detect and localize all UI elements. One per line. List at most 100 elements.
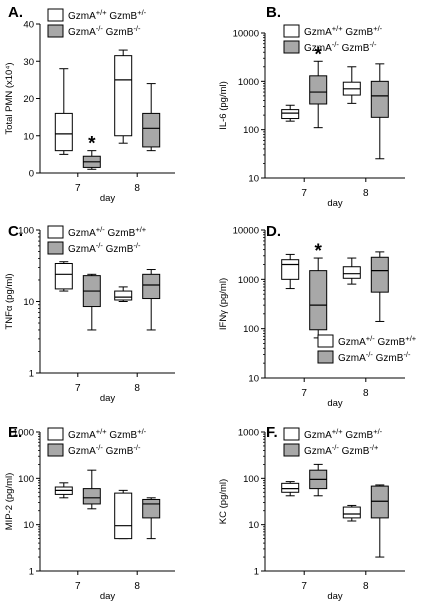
panel-a-y-tick-label: 0	[29, 169, 34, 180]
panel-b-legend-label-ko: GzmA-/- GzmB-/-	[304, 40, 377, 54]
panel-e-x-axis-title: day	[100, 591, 116, 601]
panel-c-wt-box	[54, 262, 73, 290]
panel-c-x-tick-label: 8	[134, 383, 140, 394]
panel-e-ko-box	[142, 498, 161, 519]
panel-d-legend-label-wt: GzmA+/- GzmB+/+	[338, 334, 417, 348]
panel-b-y-tick-label: 10000	[233, 29, 259, 40]
panel-e-legend-swatch-ko	[47, 443, 64, 457]
panel-e-y-tick-label: 1	[29, 567, 34, 578]
panel-f-x-tick-label: 8	[363, 581, 369, 592]
panel-b-legend-swatch-wt	[283, 24, 300, 38]
panel-f-legend-label-wt: GzmA+/+ GzmB+/-	[304, 427, 383, 441]
panel-a-letter: A.	[8, 4, 23, 21]
panel-f-x-axis-title: day	[327, 591, 343, 601]
panel-e-y-tick-label: 1000	[13, 428, 34, 439]
panel-e-legend-swatch-wt	[47, 427, 64, 441]
panel-c-y-tick-label: 10	[23, 297, 34, 308]
panel-b-y-tick-label: 1000	[238, 77, 259, 88]
panel-e-legend-label-wt: GzmA+/+ GzmB+/-	[68, 427, 147, 441]
panel-b-wt-box	[281, 109, 300, 120]
panel-f-letter: F.	[266, 424, 278, 441]
panel-b-y-tick-label: 10	[248, 174, 259, 185]
panel-b-legend-swatch-ko	[283, 40, 300, 54]
panel-d-y-tick-label: 10	[248, 374, 259, 385]
panel-a-wt-box	[114, 55, 133, 137]
panel-b-significance-star: *	[314, 44, 322, 65]
panel-b-ko-box	[370, 80, 389, 118]
panel-a-y-axis-title: Total PMN (x10⁴)	[4, 62, 15, 134]
panel-d-y-tick-label: 100	[243, 324, 259, 335]
panel-a-wt-box	[54, 112, 73, 152]
panel-a-y-tick-label: 40	[23, 20, 34, 31]
panel-e-x-tick-label: 7	[75, 581, 81, 592]
panel-e-wt-box	[114, 492, 133, 540]
panel-c-legend-swatch-ko	[47, 241, 64, 255]
panel-a-ko-box	[142, 112, 161, 148]
panel-d-x-axis-title: day	[327, 398, 343, 409]
panel-f-legend-label-ko: GzmA-/- GzmB-/+	[304, 443, 379, 457]
panel-f-y-axis-title: KC (pg/ml)	[218, 479, 229, 524]
panel-d-y-tick-label: 10000	[233, 226, 259, 237]
panel-a-y-tick-label: 20	[23, 94, 34, 105]
panel-d-ko-box	[370, 256, 389, 293]
panel-a-x-tick-label: 8	[134, 183, 140, 194]
panel-d-x-tick-label: 7	[301, 388, 307, 399]
panel-c-y-axis-title: TNFα (pg/ml)	[4, 273, 15, 329]
panel-c-legend-swatch-wt	[47, 225, 64, 239]
panel-f-y-tick-label: 10	[248, 520, 259, 531]
panel-a-y-tick-label: 30	[23, 57, 34, 68]
panel-a-y-tick-label: 10	[23, 131, 34, 142]
panel-c-x-axis-title: day	[100, 393, 116, 404]
panel-d-wt-box	[281, 259, 300, 280]
panel-a-legend-swatch-wt	[47, 8, 64, 22]
panel-f-x-tick-label: 7	[301, 581, 307, 592]
panel-b-x-axis-title: day	[327, 198, 343, 209]
panel-d-ko-box	[309, 270, 328, 331]
panel-a-legend-label-wt: GzmA+/+ GzmB+/-	[68, 8, 147, 22]
panel-f-ko-box	[370, 485, 389, 519]
panel-b-x-tick-label: 8	[363, 188, 369, 199]
panel-f-y-tick-label: 1	[254, 567, 259, 578]
panel-e-x-tick-label: 8	[134, 581, 140, 592]
panel-f-legend-swatch-ko	[283, 443, 300, 457]
panel-e-y-tick-label: 10	[23, 520, 34, 531]
panel-b-legend-label-wt: GzmA+/+ GzmB+/-	[304, 24, 383, 38]
panel-c-legend-label-wt: GzmA+/- GzmB+/+	[68, 225, 147, 239]
panel-d-legend-swatch-wt	[317, 334, 334, 348]
panel-e-y-tick-label: 100	[18, 474, 34, 485]
panel-f-legend-swatch-wt	[283, 427, 300, 441]
panel-e-y-axis-title: MIP-2 (pg/ml)	[4, 473, 15, 531]
panel-d-y-tick-label: 1000	[238, 275, 259, 286]
panel-d-significance-star: *	[314, 241, 322, 262]
panel-b-y-tick-label: 100	[243, 125, 259, 136]
panel-f-y-tick-label: 1000	[238, 428, 259, 439]
panel-d-wt-box	[342, 266, 361, 279]
panel-b-y-axis-title: IL-6 (pg/ml)	[218, 81, 229, 130]
panel-e-letter: E.	[8, 424, 22, 441]
panel-f-y-tick-label: 100	[243, 474, 259, 485]
panel-b-letter: B.	[266, 4, 281, 21]
panel-f-wt-box	[281, 482, 300, 493]
panel-c-legend-label-ko: GzmA-/- GzmB-/-	[68, 241, 141, 255]
panel-b-x-tick-label: 7	[301, 188, 307, 199]
panel-b-ko-box	[309, 75, 328, 105]
panel-d-legend-swatch-ko	[317, 350, 334, 364]
panel-d-legend-label-ko: GzmA-/- GzmB-/-	[338, 350, 411, 364]
panel-a-significance-star: *	[88, 134, 96, 155]
panel-e-ko-box	[82, 488, 101, 505]
panel-a-x-axis-title: day	[100, 193, 116, 204]
panel-a-legend-swatch-ko	[47, 24, 64, 38]
panel-a-x-tick-label: 7	[75, 183, 81, 194]
panel-f-wt-box	[342, 506, 361, 519]
panel-d-letter: D.	[266, 223, 281, 240]
panel-a-legend-label-ko: GzmA-/- GzmB-/-	[68, 24, 141, 38]
panel-c-x-tick-label: 7	[75, 383, 81, 394]
panel-c-y-tick-label: 1	[29, 369, 34, 380]
panel-c-letter: C.	[8, 223, 23, 240]
panel-c-wt-box	[114, 290, 133, 301]
panel-e-legend-label-ko: GzmA-/- GzmB-/-	[68, 443, 141, 457]
panel-c-y-tick-label: 100	[18, 226, 34, 237]
panel-d-y-axis-title: IFNγ (pg/ml)	[218, 278, 229, 330]
panel-c-ko-box	[142, 273, 161, 300]
